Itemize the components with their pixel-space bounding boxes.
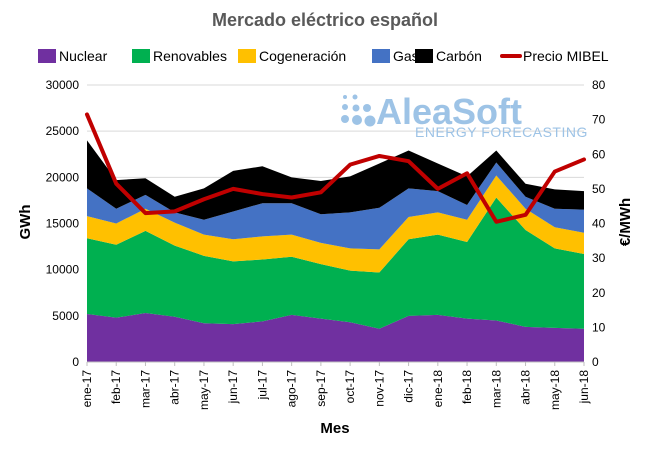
- legend-swatch-carbon: [415, 49, 433, 63]
- y-tick-label: 25000: [46, 124, 80, 138]
- x-tick-label: jun-18: [577, 370, 591, 405]
- y2-tick-label: 60: [592, 147, 606, 161]
- x-tick-label: dic-17: [402, 370, 416, 403]
- y2-tick-label: 10: [592, 320, 606, 334]
- y2-axis-title: €/MWh: [617, 198, 634, 246]
- legend-label-precio-mibel: Precio MIBEL: [523, 48, 609, 64]
- logo-brand-text: AleaSoft: [376, 91, 522, 132]
- axes: 0 5000 10000 15000 20000 25000 30000 0 10 20 30 40 5…: [46, 78, 606, 410]
- x-tick-label: nov-17: [372, 370, 386, 407]
- area-nuclear: [87, 313, 584, 362]
- x-tick-label: ene-18: [431, 370, 445, 408]
- area-cogeneracion: [87, 175, 584, 273]
- y2-tick-label: 50: [592, 182, 606, 196]
- y-tick-label: 5000: [52, 309, 79, 323]
- y-tick-label: 15000: [46, 217, 80, 231]
- logo-dot: [352, 115, 362, 125]
- legend-swatch-renovables: [132, 49, 150, 63]
- y2-tick-label: 30: [592, 251, 606, 265]
- logo-dot: [342, 104, 348, 110]
- logo-dot: [352, 94, 358, 100]
- legend-swatch-nuclear: [38, 49, 56, 63]
- logo-dot: [364, 115, 376, 127]
- logo-dot: [341, 115, 349, 123]
- legend-label-renovables: Renovables: [153, 48, 227, 64]
- area-series: [87, 140, 584, 362]
- y-tick-label: 0: [72, 355, 79, 369]
- x-tick-label: feb-18: [460, 370, 474, 404]
- x-tick-label: sep-17: [314, 370, 328, 407]
- legend-swatch-gas: [372, 49, 390, 63]
- legend-label-cogeneracion: Cogeneración: [259, 48, 346, 64]
- logo-dot: [363, 104, 371, 112]
- legend: Nuclear Renovables Cogeneración Gas Carbón Pr…: [38, 48, 609, 64]
- y2-tick-label: 40: [592, 217, 606, 231]
- x-tick-label: may-17: [197, 370, 211, 410]
- x-tick-label: feb-17: [109, 370, 123, 404]
- area-gas: [87, 162, 584, 250]
- x-tick-label: mar-17: [138, 370, 152, 408]
- x-tick-label: ago-17: [285, 370, 299, 408]
- y2-tick-label: 70: [592, 113, 606, 127]
- x-tick-label: may-18: [548, 370, 562, 410]
- x-tick-label: abr-17: [168, 370, 182, 405]
- x-tick-label: jun-17: [226, 370, 240, 405]
- chart-title: Mercado eléctrico español: [212, 10, 438, 30]
- legend-label-carbon: Carbón: [436, 48, 482, 64]
- y2-tick-label: 80: [592, 78, 606, 92]
- x-tick-label: ene-17: [80, 370, 94, 408]
- x-axis-title: Mes: [320, 420, 349, 437]
- logo-dot: [343, 95, 347, 99]
- legend-swatch-cogeneracion: [238, 49, 256, 63]
- y-tick-label: 10000: [46, 263, 80, 277]
- logo-dot: [352, 104, 360, 112]
- area-renovables: [87, 197, 584, 329]
- price-line-series: [85, 112, 586, 224]
- x-tick-label: mar-18: [489, 370, 503, 408]
- y-axis-title: GWh: [17, 205, 34, 240]
- line-precio-mibel: [85, 112, 586, 224]
- y2-tick-label: 20: [592, 286, 606, 300]
- y-tick-label: 30000: [46, 78, 80, 92]
- logo-tagline-text: ENERGY FORECASTING: [415, 124, 588, 140]
- y-tick-label: 20000: [46, 170, 80, 184]
- legend-label-nuclear: Nuclear: [59, 48, 108, 64]
- legend-label-gas: Gas: [393, 48, 419, 64]
- y2-tick-label: 0: [592, 355, 599, 369]
- x-tick-label: oct-17: [343, 370, 357, 404]
- x-tick-label: abr-18: [519, 370, 533, 405]
- x-tick-label: jul-17: [255, 370, 269, 401]
